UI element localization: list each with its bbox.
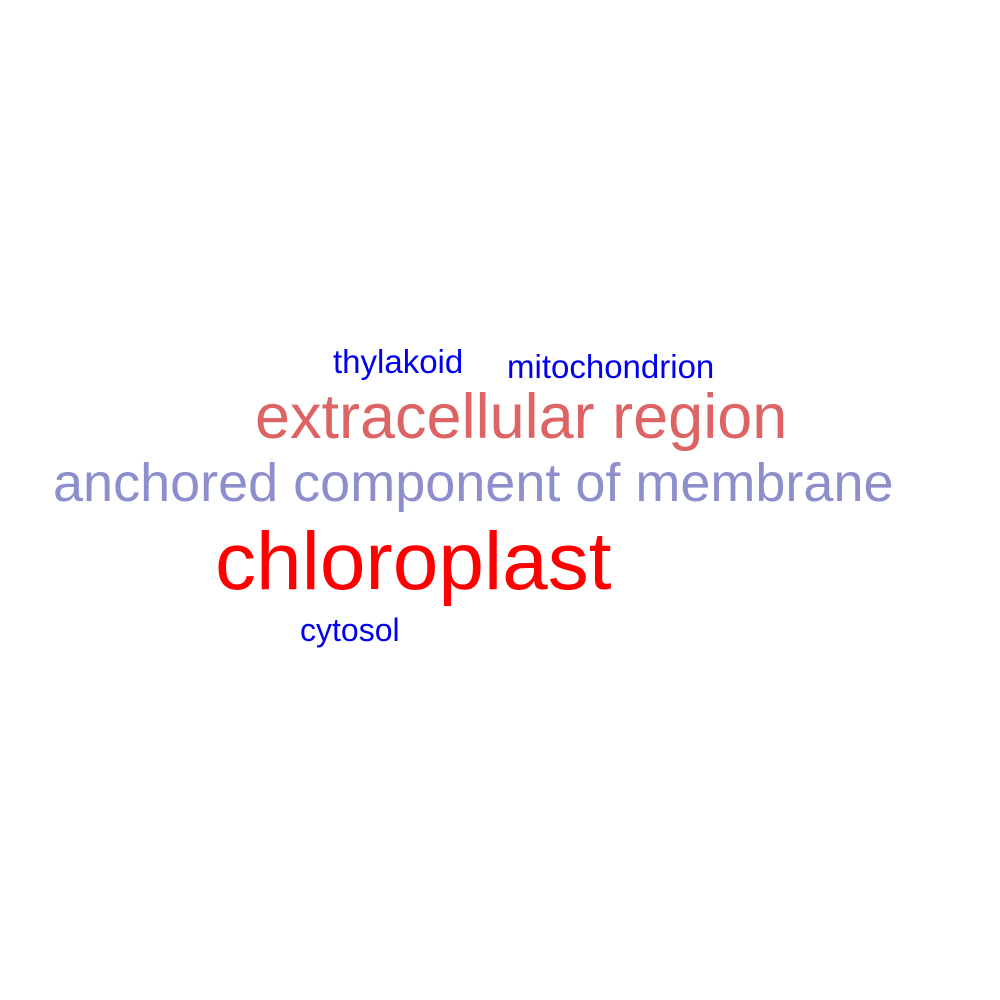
word-mitochondrion: mitochondrion	[507, 348, 715, 385]
word-thylakoid: thylakoid	[333, 343, 464, 380]
word-cytosol: cytosol	[300, 612, 400, 648]
word-chloroplast: chloroplast	[215, 516, 612, 607]
word-anchored-component-of-membrane: anchored component of membrane	[53, 453, 894, 513]
word-extracellular-region: extracellular region	[255, 382, 788, 452]
